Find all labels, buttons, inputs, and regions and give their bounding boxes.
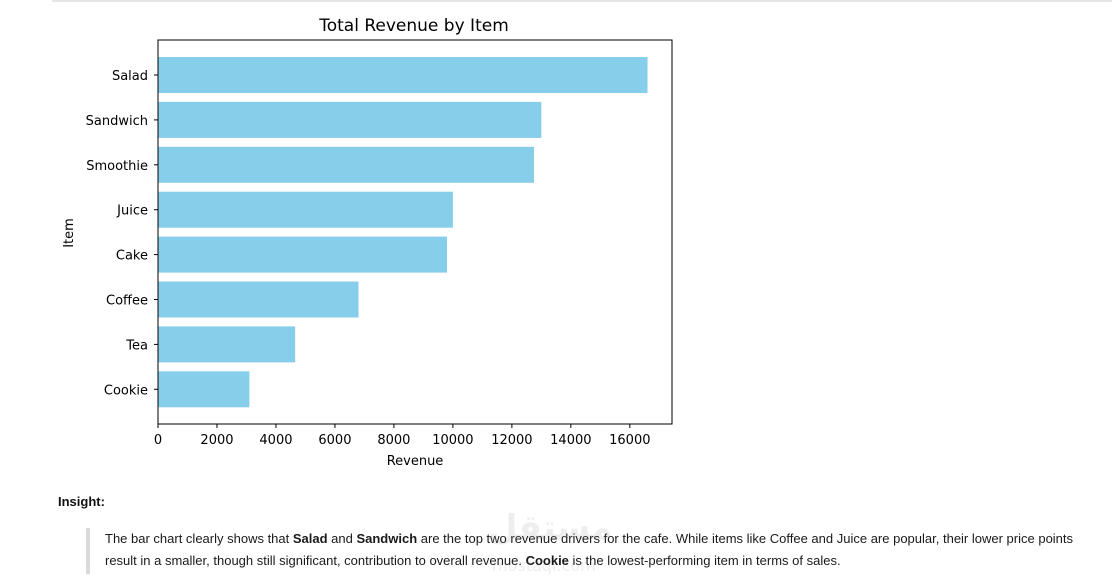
insight-quote: The bar chart clearly shows that Salad a… — [86, 528, 1105, 574]
insight-heading: Insight: — [58, 494, 105, 509]
y-tick-label-salad: Salad — [112, 69, 148, 84]
y-tick-label-smoothie: Smoothie — [86, 159, 148, 174]
x-axis-label: Revenue — [387, 454, 444, 469]
x-tick-label-2000: 2000 — [200, 433, 233, 448]
y-axis: Salad Sandwich Smoothie Juice Cake Coffee Tea C… — [86, 69, 158, 398]
bar-smoothie — [158, 146, 534, 183]
bar-sandwich — [158, 101, 542, 138]
bars-layer — [158, 57, 648, 408]
chart-title: Total Revenue by Item — [318, 16, 509, 36]
insight-text-1: The bar chart clearly shows that — [105, 531, 293, 546]
bar-cake — [158, 236, 447, 273]
x-tick-label-10000: 10000 — [432, 433, 473, 448]
x-tick-label-14000: 14000 — [550, 433, 591, 448]
x-tick-label-12000: 12000 — [491, 433, 532, 448]
x-axis: 0 2000 4000 6000 8000 10000 12000 14000 16000 — [154, 424, 651, 448]
bar-juice — [158, 191, 453, 228]
top-divider — [52, 0, 1112, 2]
insight-bold-salad: Salad — [292, 531, 328, 546]
insight-text-3: are the top two revenue drivers for the … — [105, 531, 1074, 568]
insight-bold-cookie: Cookie — [525, 553, 569, 568]
x-tick-label-0: 0 — [154, 433, 162, 448]
bar-cookie — [158, 371, 250, 408]
bar-tea — [158, 326, 296, 363]
y-tick-label-cake: Cake — [116, 249, 148, 264]
y-axis-label: Item — [62, 218, 77, 248]
revenue-bar-chart: Total Revenue by Item Salad Sandwich Smoot… — [62, 16, 673, 469]
x-tick-label-4000: 4000 — [259, 433, 292, 448]
y-tick-label-coffee: Coffee — [106, 294, 148, 309]
x-tick-label-8000: 8000 — [377, 433, 410, 448]
y-tick-label-juice: Juice — [116, 204, 148, 219]
insight-text-4: is the lowest-performing item in terms o… — [568, 553, 841, 568]
y-tick-label-cookie: Cookie — [104, 383, 148, 398]
y-tick-label-tea: Tea — [125, 338, 148, 353]
x-tick-label-6000: 6000 — [318, 433, 351, 448]
bar-coffee — [158, 281, 359, 318]
x-tick-label-16000: 16000 — [609, 433, 650, 448]
y-tick-label-sandwich: Sandwich — [86, 114, 148, 129]
insight-bold-sandwich: Sandwich — [356, 531, 418, 546]
insight-text-2: and — [327, 531, 357, 546]
plot-frame — [157, 39, 673, 425]
bar-salad — [158, 57, 648, 93]
